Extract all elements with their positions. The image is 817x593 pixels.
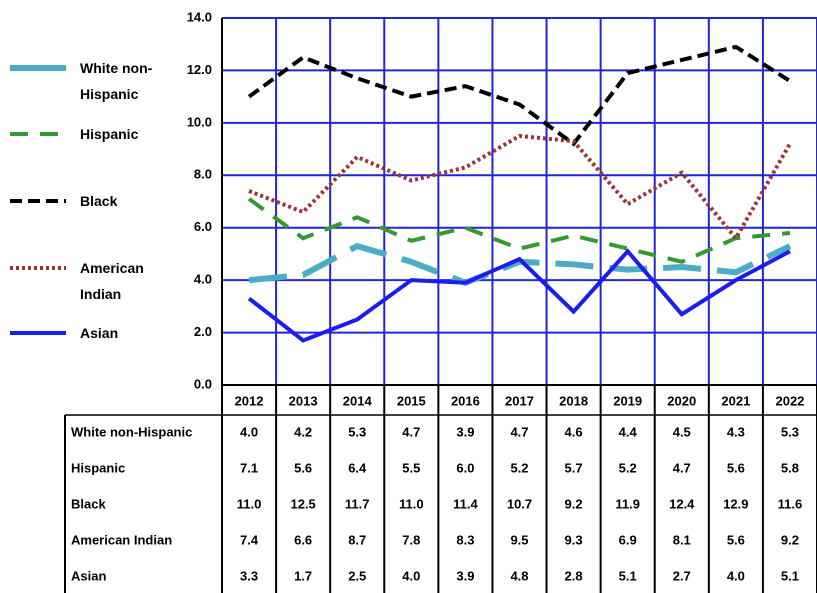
value-label: 7.1 (240, 460, 258, 475)
x-tick-label: 2014 (343, 393, 373, 408)
value-label: 8.7 (348, 532, 366, 547)
y-tick-label: 8.0 (194, 167, 212, 182)
value-label: 5.1 (619, 568, 637, 583)
value-label: 5.1 (781, 568, 799, 583)
x-tick-label: 2016 (451, 393, 480, 408)
value-label: 4.4 (619, 424, 638, 439)
x-tick-label: 2012 (235, 393, 264, 408)
value-label: 4.3 (727, 424, 745, 439)
row-label: Black (71, 496, 106, 511)
y-tick-label: 14.0 (187, 9, 212, 24)
value-label: 4.8 (510, 568, 528, 583)
legend-label: Asian (80, 325, 119, 341)
x-tick-label: 2019 (613, 393, 642, 408)
value-label: 4.0 (727, 568, 745, 583)
value-label: 8.1 (673, 532, 691, 547)
value-label: 4.0 (402, 568, 420, 583)
x-tick-label: 2013 (289, 393, 318, 408)
value-label: 6.6 (294, 532, 312, 547)
x-tick-label: 2021 (721, 393, 750, 408)
value-label: 3.9 (456, 424, 474, 439)
value-label: 7.4 (240, 532, 259, 547)
value-label: 11.0 (399, 496, 424, 511)
value-label: 11.9 (615, 496, 640, 511)
value-label: 2.5 (348, 568, 366, 583)
x-tick-label: 2020 (667, 393, 696, 408)
x-tick-label: 2018 (559, 393, 588, 408)
y-tick-label: 0.0 (194, 376, 212, 391)
value-label: 1.7 (294, 568, 312, 583)
legend-label: Hispanic (80, 126, 139, 142)
x-tick-label: 2017 (505, 393, 534, 408)
value-label: 11.4 (453, 496, 478, 511)
value-label: 7.8 (402, 532, 420, 547)
series-line (248, 133, 792, 242)
value-label: 8.3 (456, 532, 474, 547)
value-label: 9.3 (565, 532, 583, 547)
value-label: 5.2 (619, 460, 637, 475)
y-tick-label: 10.0 (187, 114, 212, 129)
value-label: 3.9 (456, 568, 474, 583)
y-tick-label: 6.0 (194, 219, 212, 234)
value-label: 2.8 (565, 568, 583, 583)
value-label: 5.8 (781, 460, 799, 475)
value-label: 4.0 (240, 424, 258, 439)
value-label: 4.2 (294, 424, 312, 439)
x-tick-label: 2022 (775, 393, 804, 408)
row-label: Hispanic (71, 460, 125, 475)
legend-label: American Indian (80, 260, 144, 302)
value-label: 11.7 (345, 496, 370, 511)
value-label: 9.2 (781, 532, 799, 547)
row-label: Asian (71, 568, 106, 583)
series-line (247, 44, 792, 147)
y-tick-label: 2.0 (194, 324, 212, 339)
y-tick-label: 12.0 (187, 62, 212, 77)
value-label: 5.3 (781, 424, 799, 439)
y-tick-label: 4.0 (194, 272, 212, 287)
row-label: White non-Hispanic (71, 424, 192, 439)
value-label: 12.9 (723, 496, 748, 511)
value-label: 5.6 (727, 460, 745, 475)
value-label: 9.5 (510, 532, 528, 547)
row-label: American Indian (71, 532, 172, 547)
legend-label: Black (80, 193, 118, 209)
value-label: 5.6 (294, 460, 312, 475)
value-label: 11.6 (778, 496, 803, 511)
value-label: 4.6 (565, 424, 583, 439)
x-tick-label: 2015 (397, 393, 426, 408)
value-label: 5.3 (348, 424, 366, 439)
value-label: 4.7 (673, 460, 691, 475)
value-label: 10.7 (507, 496, 532, 511)
value-label: 2.7 (673, 568, 691, 583)
legend-label: White non-Hispanic (80, 60, 153, 102)
series-line (247, 197, 791, 264)
value-label: 3.3 (240, 568, 258, 583)
value-label: 11.0 (237, 496, 262, 511)
value-label: 5.2 (510, 460, 528, 475)
value-label: 4.5 (673, 424, 691, 439)
value-label: 9.2 (565, 496, 583, 511)
value-label: 5.5 (402, 460, 420, 475)
value-label: 12.4 (669, 496, 695, 511)
value-label: 6.9 (619, 532, 637, 547)
value-label: 4.7 (402, 424, 420, 439)
value-label: 6.4 (348, 460, 367, 475)
value-label: 5.6 (727, 532, 745, 547)
value-label: 6.0 (456, 460, 474, 475)
value-label: 5.7 (565, 460, 583, 475)
series-line (247, 248, 791, 343)
value-label: 12.5 (290, 496, 315, 511)
value-label: 4.7 (510, 424, 528, 439)
